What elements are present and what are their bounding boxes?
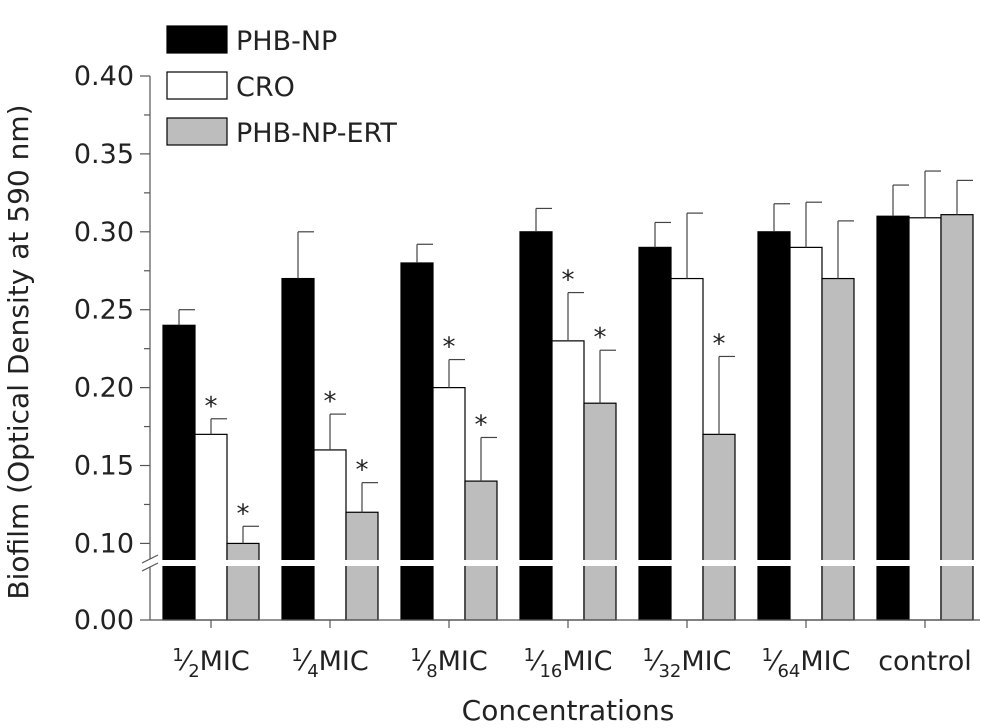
y-tick-label: 0.10 — [74, 528, 134, 559]
y-tick-label: 0.35 — [74, 139, 134, 170]
x-tick-label: control — [878, 646, 972, 677]
legend-label: PHB-NP — [236, 26, 337, 57]
x-tick-label: 1⁄64MIC — [762, 645, 851, 682]
bar-phb-np-ert-4 — [702, 433, 736, 621]
significance-marker: * — [443, 333, 456, 363]
y-tick-label: 0.30 — [74, 217, 134, 248]
significance-marker: * — [356, 456, 369, 486]
x-tick-label: 1⁄8MIC — [410, 645, 488, 682]
bar-cro-2 — [432, 387, 466, 621]
bar-cro-1 — [313, 449, 347, 621]
bar-phb-np-2 — [400, 262, 434, 621]
y-tick-label: 0.25 — [74, 295, 134, 326]
legend-swatch-cro — [166, 71, 228, 100]
significance-marker: * — [237, 499, 250, 529]
x-tick-label: 1⁄32MIC — [643, 645, 732, 682]
axis-break-mark — [141, 554, 159, 564]
legend-label: CRO — [236, 72, 295, 103]
y-tick-label: 0.15 — [74, 451, 134, 482]
axis-break-band — [140, 560, 990, 566]
bar-cro-3 — [551, 340, 585, 621]
significance-marker: * — [562, 266, 575, 296]
y-tick-label: 0.20 — [74, 373, 134, 404]
bar-phb-np-6 — [876, 215, 910, 621]
bar-phb-np-1 — [281, 277, 315, 621]
x-tick-label: 1⁄4MIC — [291, 645, 369, 682]
significance-marker: * — [594, 323, 607, 353]
bar-phb-np-ert-1 — [345, 511, 379, 621]
bars: * * * * * * * * * — [140, 170, 990, 621]
y-tick-label: 0.40 — [74, 61, 134, 92]
legend: PHB-NP CRO PHB-NP-ERT — [166, 25, 397, 149]
y-tick-label: 0.00 — [74, 605, 134, 636]
bar-cro-6 — [908, 217, 942, 621]
axis-break-mark — [141, 562, 159, 572]
legend-swatch-phb-np-ert — [166, 117, 228, 146]
significance-marker: * — [713, 329, 726, 359]
x-axis-title: Concentrations — [462, 694, 675, 727]
significance-marker: * — [205, 392, 218, 422]
significance-marker: * — [475, 410, 488, 440]
bar-phb-np-ert-2 — [464, 480, 498, 621]
y-axis: 0.00 0.10 0.15 0.20 0.25 0.30 0.35 0.40 — [74, 61, 159, 636]
legend-swatch-phb-np — [166, 25, 228, 54]
bar-phb-np-0 — [162, 324, 196, 621]
bar-phb-np-ert-0 — [226, 542, 260, 621]
bar-phb-np-ert-3 — [583, 402, 617, 621]
x-tick-label: 1⁄16MIC — [524, 645, 613, 682]
significance-marker: * — [324, 387, 337, 417]
legend-label: PHB-NP-ERT — [236, 118, 397, 149]
bar-cro-0 — [194, 433, 228, 621]
x-axis: 1⁄2MIC 1⁄4MIC 1⁄8MIC 1⁄16MIC 1⁄32MIC 1⁄64MIC c… — [150, 619, 980, 682]
bar-phb-np-ert-5 — [821, 277, 855, 621]
x-tick-label: 1⁄2MIC — [172, 645, 250, 682]
bar-phb-np-ert-6 — [940, 214, 974, 621]
y-axis-title: Biofilm (Optical Density at 590 nm) — [2, 104, 35, 599]
bar-cro-4 — [670, 277, 704, 621]
